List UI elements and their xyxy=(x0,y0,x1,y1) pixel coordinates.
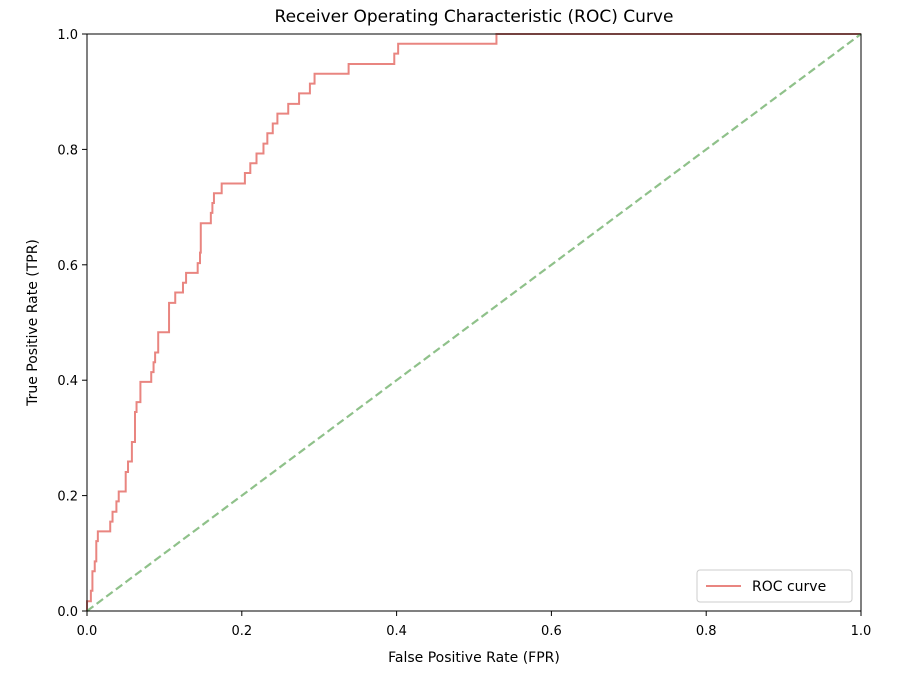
x-tick-label: 0.4 xyxy=(386,624,407,639)
legend: ROC curve xyxy=(696,569,853,603)
plot-frame xyxy=(86,33,862,612)
x-tick-label: 0.0 xyxy=(77,624,98,639)
x-axis: 0.0 0.2 0.4 0.6 0.8 1.0 xyxy=(77,611,872,639)
y-tick-label: 0.0 xyxy=(57,605,78,620)
y-axis: 0.0 0.2 0.4 0.6 0.8 1.0 xyxy=(57,28,87,620)
x-tick-label: 0.6 xyxy=(541,624,562,639)
roc-curve-line xyxy=(86,33,861,611)
y-tick-label: 0.4 xyxy=(57,374,78,389)
y-axis-label: True Positive Rate (TPR) xyxy=(25,239,41,407)
y-tick-label: 1.0 xyxy=(57,28,78,43)
legend-box xyxy=(696,569,853,603)
y-tick-label: 0.8 xyxy=(57,143,78,158)
x-tick-label: 1.0 xyxy=(851,624,872,639)
legend-label-roc-curve: ROC curve xyxy=(752,579,826,595)
x-tick-label: 0.8 xyxy=(696,624,717,639)
x-tick-label: 0.2 xyxy=(231,624,252,639)
chart-title: Receiver Operating Characteristic (ROC) … xyxy=(275,7,674,27)
x-axis-label: False Positive Rate (FPR) xyxy=(388,650,560,666)
reference-diagonal-line xyxy=(86,33,862,612)
y-tick-label: 0.6 xyxy=(57,259,78,274)
y-tick-label: 0.2 xyxy=(57,490,78,505)
plot-area xyxy=(86,33,862,612)
